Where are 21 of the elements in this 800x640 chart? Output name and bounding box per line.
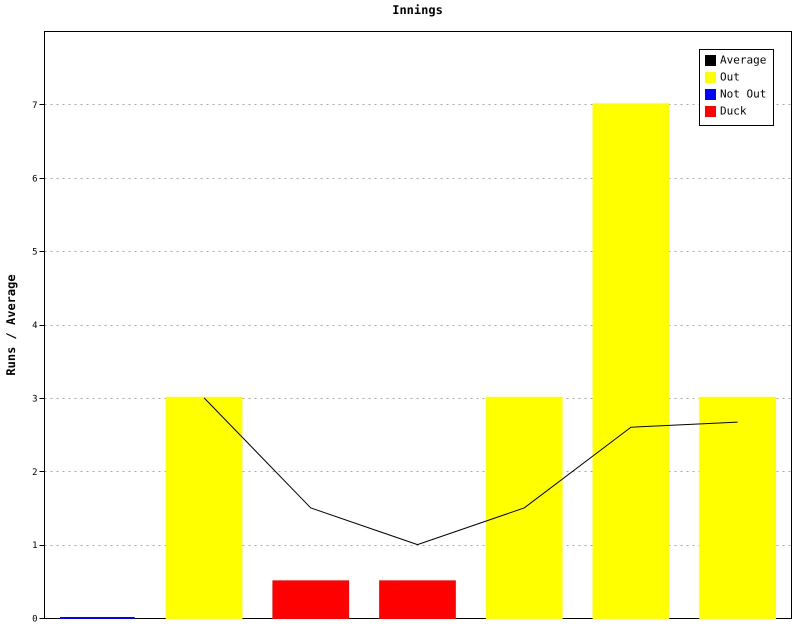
y-tick-label: 6 (32, 174, 38, 184)
bar (699, 396, 776, 619)
y-tick-label: 3 (32, 394, 38, 404)
bar (379, 580, 456, 619)
legend-label: Out (720, 70, 740, 84)
legend-label: Not Out (720, 88, 766, 100)
y-axis-title: Runs / Average (4, 274, 18, 376)
chart-title: Innings (392, 3, 443, 17)
bar (272, 580, 350, 619)
bar (166, 396, 242, 619)
bar (592, 103, 670, 619)
bar (486, 396, 563, 619)
legend-label: Duck (720, 104, 747, 118)
y-tick-label: 4 (32, 321, 38, 331)
y-tick-label: 5 (32, 248, 38, 258)
line-series (204, 397, 738, 546)
legend-label: Average (720, 54, 766, 66)
y-tick-label: 7 (32, 100, 38, 111)
y-tick-label: 0 (32, 614, 38, 624)
y-tick-label: 1 (32, 541, 38, 552)
y-tick-label: 2 (32, 468, 38, 478)
